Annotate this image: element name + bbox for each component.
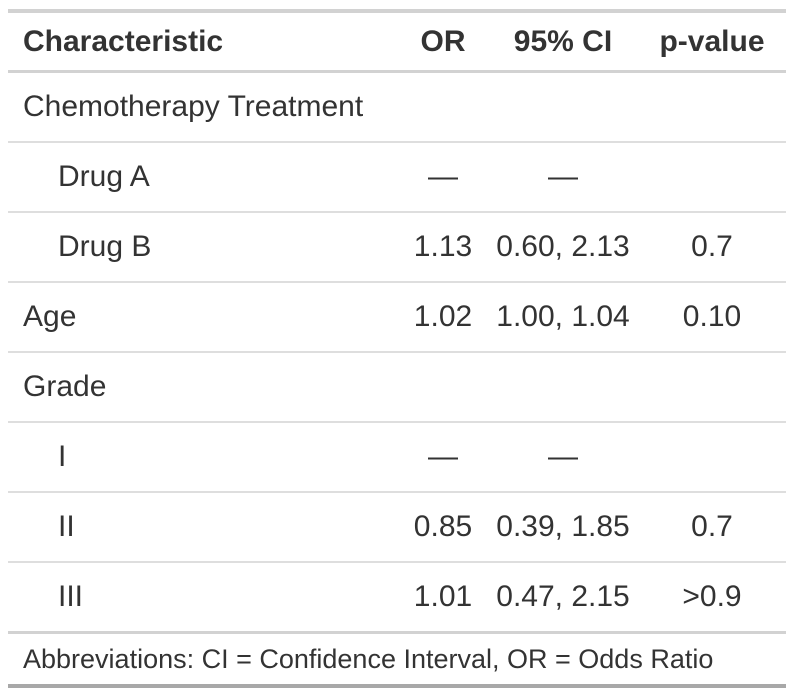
ci-value: 0.60, 2.13	[488, 212, 638, 283]
header-row: Characteristic OR 95% CI p-value	[8, 11, 786, 73]
or-value: —	[398, 142, 488, 213]
row-label: I	[8, 422, 398, 493]
table-row: Age 1.02 1.00, 1.04 0.10	[8, 282, 786, 353]
source-note-row: Abbreviations: CI = Confidence Interval,…	[8, 633, 786, 687]
p-value: 0.7	[638, 212, 786, 283]
or-value	[398, 71, 488, 143]
or-value: 1.01	[398, 562, 488, 634]
table-row: III 1.01 0.47, 2.15 >0.9	[8, 562, 786, 634]
p-value: 0.10	[638, 282, 786, 353]
table-footer: Abbreviations: CI = Confidence Interval,…	[8, 633, 786, 687]
summary-regression-table: Characteristic OR 95% CI p-value Chemoth…	[8, 9, 786, 688]
or-value: 1.13	[398, 212, 488, 283]
table-row: Drug B 1.13 0.60, 2.13 0.7	[8, 212, 786, 283]
row-label: Grade	[8, 352, 398, 423]
table-row: I — —	[8, 422, 786, 493]
or-value: 0.85	[398, 492, 488, 563]
column-header-or: OR	[398, 11, 488, 73]
ci-value	[488, 352, 638, 423]
p-value	[638, 352, 786, 423]
row-label: Drug B	[8, 212, 398, 283]
column-header-ci: 95% CI	[488, 11, 638, 73]
column-header-characteristic: Characteristic	[8, 11, 398, 73]
table-header: Characteristic OR 95% CI p-value	[8, 11, 786, 73]
ci-value	[488, 71, 638, 143]
row-label: II	[8, 492, 398, 563]
table-row: Grade	[8, 352, 786, 423]
row-label: Drug A	[8, 142, 398, 213]
table-row: Chemotherapy Treatment	[8, 71, 786, 143]
ci-value: 1.00, 1.04	[488, 282, 638, 353]
p-value	[638, 71, 786, 143]
ci-value: —	[488, 422, 638, 493]
p-value: 0.7	[638, 492, 786, 563]
table-row: II 0.85 0.39, 1.85 0.7	[8, 492, 786, 563]
or-value: 1.02	[398, 282, 488, 353]
ci-value: 0.47, 2.15	[488, 562, 638, 634]
table-row: Drug A — —	[8, 142, 786, 213]
p-value	[638, 422, 786, 493]
table-body: Chemotherapy Treatment Drug A — — Drug B…	[8, 71, 786, 634]
row-label: Age	[8, 282, 398, 353]
or-value	[398, 352, 488, 423]
column-header-p-value: p-value	[638, 11, 786, 73]
p-value: >0.9	[638, 562, 786, 634]
p-value	[638, 142, 786, 213]
source-note: Abbreviations: CI = Confidence Interval,…	[23, 643, 714, 674]
row-label: III	[8, 562, 398, 634]
ci-value: 0.39, 1.85	[488, 492, 638, 563]
ci-value: —	[488, 142, 638, 213]
or-value: —	[398, 422, 488, 493]
row-label: Chemotherapy Treatment	[8, 71, 398, 143]
